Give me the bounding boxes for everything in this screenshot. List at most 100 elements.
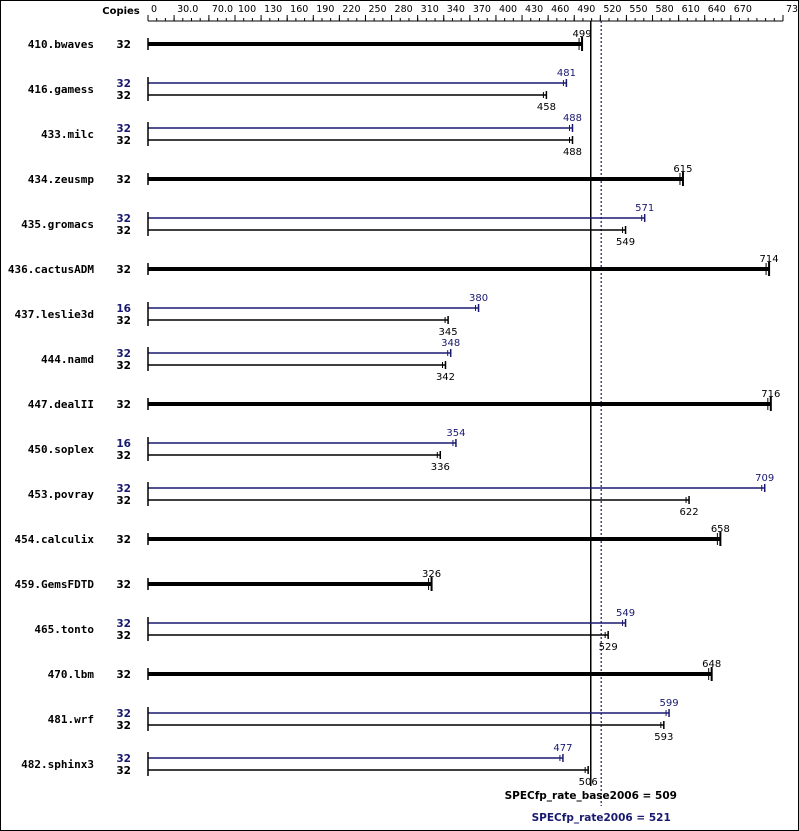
peak-value-label: 477: [553, 743, 572, 754]
base-copies: 32: [116, 495, 131, 507]
base-copies: 32: [116, 135, 131, 147]
peak-value-label: 348: [441, 338, 460, 349]
base-value-label: 648: [702, 659, 721, 670]
x-tick-label: 190: [316, 4, 334, 15]
x-tick-label: 370: [473, 4, 491, 15]
base-value-label: 716: [761, 389, 780, 400]
x-tick-label: 130: [264, 4, 282, 15]
benchmark-label: 437.leslie3d: [15, 308, 94, 321]
base-value-label: 488: [563, 147, 582, 158]
x-tick-label: 610: [682, 4, 700, 15]
x-tick-label: 460: [551, 4, 569, 15]
x-tick-label: 340: [447, 4, 465, 15]
base-value-label: 326: [422, 569, 441, 580]
benchmark-label: 481.wrf: [48, 713, 94, 726]
peak-copies: 32: [116, 753, 131, 765]
peak-copies: 32: [116, 618, 131, 630]
base-value-label: 499: [573, 29, 592, 40]
base-copies: 32: [116, 90, 131, 102]
base-value-label: 342: [436, 372, 455, 383]
base-copies: 32: [116, 174, 131, 186]
x-tick-label: 220: [342, 4, 360, 15]
base-copies: 32: [116, 765, 131, 777]
x-tick-label: 0: [151, 4, 157, 15]
peak-value-label: 380: [469, 293, 488, 304]
copies-header: Copies: [102, 6, 140, 17]
base-value-label: 549: [616, 237, 635, 248]
peak-copies: 32: [116, 708, 131, 720]
x-tick-label: 160: [290, 4, 308, 15]
x-tick-label: 490: [577, 4, 595, 15]
peak-copies: 32: [116, 348, 131, 360]
benchmark-label: 453.povray: [28, 488, 95, 501]
benchmark-label: 470.lbm: [48, 668, 95, 681]
x-tick-label: 400: [499, 4, 517, 15]
base-reference-label: SPECfp_rate_base2006 = 509: [505, 790, 677, 802]
base-value-label: 658: [711, 524, 730, 535]
peak-copies: 32: [116, 483, 131, 495]
peak-copies: 32: [116, 123, 131, 135]
base-copies: 32: [116, 315, 131, 327]
base-value-label: 615: [673, 164, 692, 175]
base-copies: 32: [116, 360, 131, 372]
base-value-label: 714: [760, 254, 779, 265]
benchmark-label: 435.gromacs: [21, 218, 94, 231]
x-tick-label: 30.0: [177, 4, 198, 15]
x-tick-label: 730: [786, 4, 799, 15]
peak-copies: 16: [116, 303, 131, 315]
base-value-label: 593: [654, 732, 673, 743]
peak-value-label: 354: [446, 428, 465, 439]
peak-reference-label: SPECfp_rate2006 = 521: [532, 812, 671, 824]
benchmark-label: 454.calculix: [15, 533, 95, 546]
benchmark-label: 447.dealII: [28, 398, 94, 411]
x-tick-label: 640: [708, 4, 726, 15]
base-value-label: 336: [431, 462, 450, 473]
benchmark-label: 436.cactusADM: [8, 263, 94, 276]
x-tick-label: 70.0: [212, 4, 233, 15]
x-tick-label: 310: [421, 4, 439, 15]
peak-value-label: 571: [635, 203, 654, 214]
base-copies: 32: [116, 630, 131, 642]
peak-value-label: 488: [563, 113, 582, 124]
peak-copies: 32: [116, 213, 131, 225]
x-tick-label: 550: [629, 4, 647, 15]
benchmark-label: 459.GemsFDTD: [15, 578, 95, 591]
base-copies: 32: [116, 579, 131, 591]
benchmark-label: 482.sphinx3: [21, 758, 94, 771]
base-copies: 32: [116, 399, 131, 411]
base-copies: 32: [116, 450, 131, 462]
base-value-label: 458: [537, 102, 556, 113]
base-copies: 32: [116, 720, 131, 732]
base-value-label: 506: [579, 777, 598, 788]
base-copies: 32: [116, 669, 131, 681]
base-value-label: 622: [680, 507, 699, 518]
peak-copies: 16: [116, 438, 131, 450]
x-tick-label: 580: [656, 4, 674, 15]
x-tick-label: 430: [525, 4, 543, 15]
peak-value-label: 709: [755, 473, 774, 484]
benchmark-label: 410.bwaves: [28, 38, 94, 51]
x-tick-label: 250: [368, 4, 386, 15]
base-value-label: 529: [599, 642, 618, 653]
x-tick-label: 520: [603, 4, 621, 15]
benchmark-label: 416.gamess: [28, 83, 94, 96]
peak-value-label: 549: [616, 608, 635, 619]
base-copies: 32: [116, 264, 131, 276]
peak-value-label: 599: [660, 698, 679, 709]
peak-value-label: 481: [557, 68, 576, 79]
benchmark-label: 465.tonto: [34, 623, 94, 636]
peak-copies: 32: [116, 78, 131, 90]
x-tick-label: 100: [238, 4, 256, 15]
base-value-label: 345: [439, 327, 458, 338]
benchmark-label: 444.namd: [41, 353, 94, 366]
benchmark-label: 433.milc: [41, 128, 94, 141]
x-tick-label: 670: [734, 4, 752, 15]
base-copies: 32: [116, 534, 131, 546]
x-tick-label: 280: [395, 4, 413, 15]
benchmark-label: 450.soplex: [28, 443, 95, 456]
base-copies: 32: [116, 39, 131, 51]
benchmark-label: 434.zeusmp: [28, 173, 95, 186]
base-copies: 32: [116, 225, 131, 237]
